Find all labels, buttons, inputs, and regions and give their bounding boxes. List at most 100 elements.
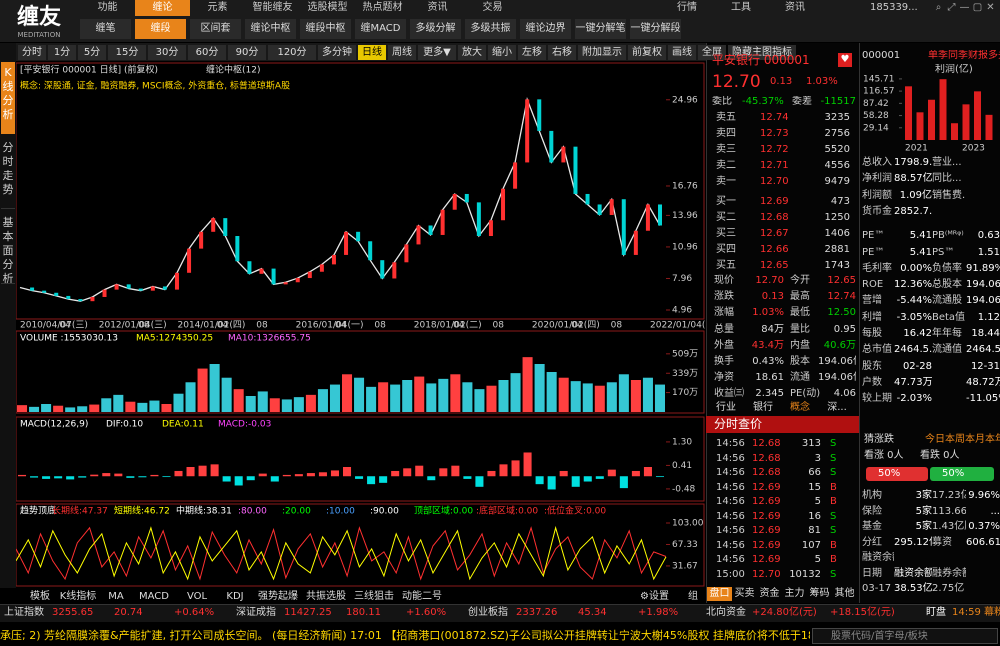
top-menu-item[interactable]: 功能 (97, 2, 118, 13)
toolbar-button[interactable]: 60分 (188, 45, 226, 60)
sub-menu-item[interactable]: 多级分解 (410, 19, 461, 39)
indicator-tab[interactable]: VOL (186, 591, 208, 602)
toolbar-button[interactable]: 全屏 (698, 45, 726, 60)
toolbar-button[interactable]: 画线 (668, 45, 696, 60)
panel-tab[interactable]: 深... (827, 402, 847, 413)
top-menu-item[interactable]: 资讯 (427, 2, 448, 13)
macd-bar (90, 474, 99, 477)
top-right-menu-item[interactable]: 资讯 (785, 2, 805, 13)
left-tab[interactable]: 分时走势 (1, 137, 15, 209)
search-box[interactable]: 股票代码/首字母/板块 (812, 628, 998, 644)
macd-bar (487, 470, 496, 477)
macd-bar (463, 476, 472, 479)
bottom-panel-tab[interactable]: 筹码 (809, 588, 830, 599)
macd-bar (138, 476, 147, 478)
toolbar-button[interactable]: 分时 (18, 45, 46, 60)
window-button[interactable]: ▢ (972, 2, 983, 13)
toolbar-button[interactable]: 1分 (48, 45, 76, 60)
toolbar-button[interactable]: 左移 (518, 45, 546, 60)
group-button[interactable]: 组 (688, 591, 698, 602)
window-button[interactable]: ⤢ (947, 2, 956, 13)
panel-tab[interactable]: 概念 (790, 402, 810, 413)
stat-label: 换手 (714, 356, 734, 367)
y-tick-label: 31.67 (672, 561, 698, 571)
top-menu-item[interactable]: 选股模型 (307, 2, 348, 13)
top-menu-item[interactable]: 智能缠友 (252, 2, 293, 13)
fin-cell (932, 392, 966, 406)
toolbar-button[interactable]: 更多▼ (418, 45, 456, 60)
bottom-panel-tab[interactable]: 盘口 (707, 587, 732, 601)
trade-volume: 3 (814, 452, 821, 464)
index-name[interactable]: 创业板指 (468, 607, 508, 618)
toolbar-button[interactable]: 附加显示 (578, 45, 626, 60)
sub-menu-item[interactable]: 多级共振 (465, 19, 516, 39)
sub-menu-item[interactable]: 缠论边界 (520, 19, 571, 39)
indicator-tab[interactable]: 动能二号 (402, 591, 442, 602)
left-tab[interactable]: 基本面分析 (1, 212, 15, 284)
indicator-tab[interactable]: 模板 (30, 591, 50, 602)
favorite-icon[interactable]: ♥ (838, 53, 852, 67)
indicator-tab[interactable]: 共振选股 (306, 591, 346, 602)
toolbar-button[interactable]: 5分 (78, 45, 106, 60)
top-right-menu-item[interactable]: 工具 (731, 2, 751, 13)
top-menu-item[interactable]: 缠论 (135, 0, 190, 16)
toolbar-button[interactable]: 缩小 (488, 45, 516, 60)
toolbar-button[interactable]: 30分 (148, 45, 186, 60)
top-menu-item[interactable]: 热点题材 (362, 2, 403, 13)
fin-cell: 9.96% (968, 490, 1000, 501)
bottom-panel-tab[interactable]: 主力 (784, 588, 805, 599)
toolbar-button[interactable]: 右移 (548, 45, 576, 60)
sub-menu-item[interactable]: 缠MACD (355, 19, 406, 39)
sub-menu-item[interactable]: 一键分解段 (630, 19, 681, 39)
top-menu-item[interactable]: 交易 (482, 2, 503, 13)
top-right-menu-item[interactable]: 行情 (677, 2, 697, 13)
candle (428, 225, 433, 235)
index-name[interactable]: 深证成指 (236, 607, 276, 618)
sub-menu-item[interactable]: 一键分解笔 (575, 19, 626, 39)
volume-bar (486, 385, 497, 412)
window-button[interactable]: ✕ (986, 2, 995, 13)
toolbar-button[interactable]: 周线 (388, 45, 416, 60)
top-menu-item[interactable]: 元素 (207, 2, 228, 13)
settings-button[interactable]: ⚙设置 (640, 591, 669, 602)
indicator-tab[interactable]: KDJ (226, 591, 244, 602)
sub-menu-item[interactable]: 缠笔 (80, 19, 131, 39)
bottom-panel-tab[interactable]: 其他 (834, 588, 855, 599)
toolbar-button[interactable]: 120分 (268, 45, 316, 60)
bottom-panel-tab[interactable]: 资金 (759, 588, 780, 599)
panel-tab[interactable]: 银行 (753, 402, 773, 413)
left-tab[interactable]: K线分析 (1, 62, 15, 134)
volume-bar (582, 383, 593, 412)
toolbar-button[interactable]: 日线 (358, 45, 386, 60)
window-button[interactable]: ⌕ (935, 2, 942, 13)
indicator-tab[interactable]: MACD (139, 591, 169, 602)
sub-menu-item[interactable]: 缠段中枢 (300, 19, 351, 39)
panel-tab[interactable]: 行业 (716, 402, 736, 413)
sub-menu-item[interactable]: 区间套 (190, 19, 241, 39)
right-panel (706, 43, 859, 603)
toolbar-button[interactable]: 隐藏主图指标 (728, 45, 796, 60)
indicator-tab[interactable]: 强势起爆 (258, 591, 298, 602)
toolbar-button[interactable]: 放大 (458, 45, 486, 60)
index-name[interactable]: 上证指数 (4, 607, 44, 618)
user-name[interactable]: 185339... (870, 2, 918, 13)
toolbar-button[interactable]: 多分钟 (318, 45, 356, 60)
window-button[interactable]: — (959, 2, 970, 13)
trade-time: 14:56 (716, 510, 745, 522)
trade-time: 14:56 (716, 438, 745, 449)
toolbar-button[interactable]: 15分 (108, 45, 146, 60)
watch-button[interactable]: 盯盘 (926, 607, 946, 618)
bottom-panel-tab[interactable]: 买卖 (734, 588, 755, 599)
indicator-tab[interactable]: K线指标 (59, 591, 97, 602)
stat-label: 涨幅 (714, 307, 734, 319)
toolbar-button[interactable]: 前复权 (628, 45, 666, 60)
stat-label: 现价 (714, 275, 734, 286)
toolbar-button[interactable]: 90分 (228, 45, 266, 60)
sub-menu-item[interactable]: 缠段 (135, 19, 186, 39)
x-tick-label: 04 (571, 321, 583, 331)
indicator-tab[interactable]: 三线狙击 (354, 591, 394, 602)
index-pct: +0.64% (174, 607, 215, 618)
sub-menu-item[interactable]: 缠论中枢 (245, 19, 296, 39)
indicator-tab[interactable]: MA (108, 591, 124, 602)
fin-cell: 融资余额 (862, 552, 894, 563)
